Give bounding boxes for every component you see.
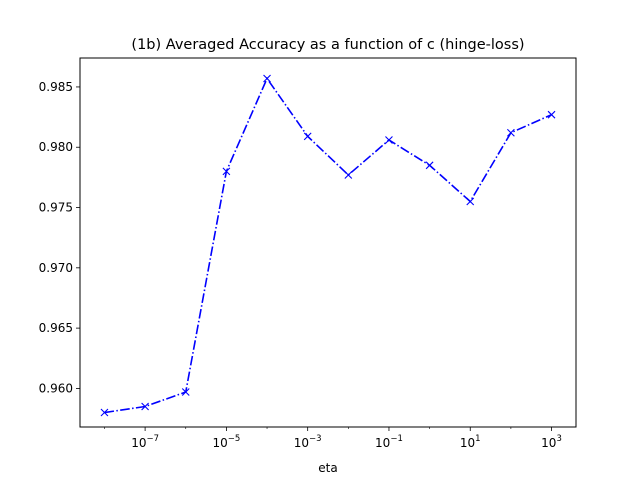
plot-frame — [79, 57, 577, 428]
data-point-10 — [507, 128, 515, 137]
data-point-2 — [181, 388, 190, 396]
x-tick-label-5: 103 — [541, 434, 562, 450]
x-axis: 10−7 10−5 10−3 10−1 101 103 — [104, 427, 562, 450]
y-tick-label-4: 0.980 — [39, 140, 73, 154]
series-line-0 — [104, 76, 552, 414]
data-point-3 — [222, 167, 231, 176]
x-tick-label-2: 10−3 — [294, 434, 322, 450]
data-point-1 — [141, 402, 149, 411]
chart-title: (1b) Averaged Accuracy as a function of … — [131, 37, 524, 53]
y-tick-label-0: 0.960 — [39, 381, 73, 395]
data-point-5 — [303, 132, 312, 141]
y-axis: 0.960 0.965 0.970 0.975 0.980 0.985 — [39, 80, 80, 395]
x-tick-label-1: 10−5 — [212, 434, 240, 450]
y-tick-label-5: 0.985 — [39, 80, 73, 94]
x-axis-label: eta — [318, 461, 337, 475]
data-point-6 — [344, 171, 353, 179]
y-tick-label-2: 0.970 — [39, 261, 73, 275]
data-point-0 — [100, 408, 109, 417]
x-tick-label-4: 101 — [460, 434, 481, 450]
y-tick-label-3: 0.975 — [39, 201, 73, 215]
x-tick-label-0: 10−7 — [131, 434, 159, 450]
data-point-8 — [425, 161, 434, 170]
data-point-7 — [385, 136, 393, 144]
x-tick-label-3: 10−1 — [375, 434, 403, 450]
data-point-4 — [263, 74, 271, 83]
data-point-11 — [547, 110, 556, 119]
series-layer — [100, 74, 556, 417]
y-tick-label-1: 0.965 — [39, 321, 73, 335]
data-point-9 — [466, 197, 475, 206]
